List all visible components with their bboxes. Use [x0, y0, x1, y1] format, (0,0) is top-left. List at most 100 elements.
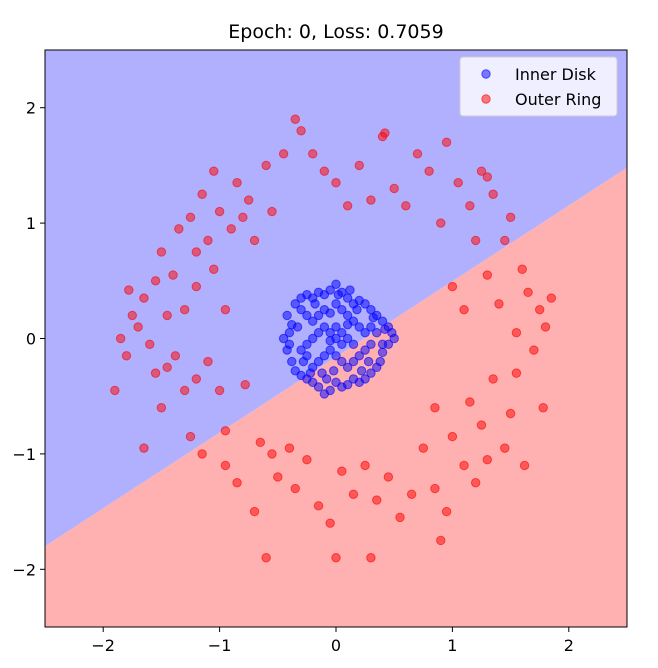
- data-point: [313, 501, 324, 511]
- data-point: [296, 126, 306, 136]
- data-point: [418, 443, 428, 453]
- x-tick-label: 1: [447, 636, 457, 655]
- data-point: [133, 322, 143, 332]
- data-point: [197, 189, 207, 199]
- data-point: [465, 201, 475, 211]
- data-point: [535, 304, 545, 315]
- data-point: [325, 518, 335, 528]
- chart-title: Epoch: 0, Loss: 0.7059: [228, 21, 443, 43]
- data-point: [267, 449, 277, 459]
- data-point: [290, 299, 300, 309]
- data-point: [354, 322, 364, 332]
- data-point: [115, 333, 126, 344]
- data-point: [308, 149, 318, 159]
- data-point: [470, 235, 481, 246]
- data-point: [197, 449, 207, 459]
- data-point: [220, 426, 231, 436]
- data-point: [232, 178, 242, 188]
- data-point: [302, 454, 312, 465]
- data-point: [406, 489, 417, 499]
- data-point: [290, 114, 300, 124]
- data-point: [310, 299, 320, 309]
- data-point: [185, 212, 196, 223]
- data-point: [220, 304, 231, 315]
- data-point: [424, 166, 434, 176]
- data-point: [244, 195, 254, 205]
- data-point: [377, 339, 388, 349]
- data-point: [366, 553, 376, 563]
- data-point: [389, 183, 399, 194]
- x-axis: −2 −1 0 1 2: [91, 627, 574, 655]
- data-point: [302, 310, 312, 321]
- x-tick-label: 2: [564, 636, 574, 655]
- data-point: [298, 356, 309, 367]
- data-point: [348, 339, 359, 349]
- data-point: [354, 351, 364, 361]
- data-point: [337, 304, 347, 315]
- data-point: [162, 362, 172, 373]
- data-point: [337, 328, 347, 338]
- data-point: [372, 328, 382, 338]
- region-outer: [45, 167, 627, 627]
- data-point: [278, 333, 289, 344]
- data-point: [342, 362, 353, 373]
- data-point: [436, 535, 446, 546]
- data-point: [441, 137, 452, 148]
- data-point: [325, 285, 335, 295]
- data-point: [226, 224, 236, 234]
- data-point: [523, 287, 533, 298]
- data-points: [110, 114, 557, 563]
- data-point: [110, 385, 120, 396]
- data-point: [179, 385, 190, 396]
- data-point: [284, 339, 295, 349]
- data-point: [366, 322, 376, 332]
- data-point: [325, 336, 335, 346]
- data-point: [459, 460, 469, 471]
- legend-marker: [481, 94, 491, 104]
- data-point: [517, 264, 527, 274]
- data-point: [331, 178, 341, 188]
- data-point: [214, 206, 225, 217]
- data-point: [470, 478, 481, 488]
- data-point: [476, 166, 487, 176]
- data-point: [356, 366, 367, 376]
- data-point: [360, 328, 370, 338]
- data-point: [162, 310, 172, 321]
- x-tick-label: −2: [91, 636, 115, 655]
- data-point: [383, 472, 394, 482]
- data-point: [342, 333, 353, 344]
- data-point: [430, 483, 440, 494]
- data-point: [313, 310, 324, 321]
- data-point: [500, 443, 510, 453]
- data-point: [494, 299, 504, 309]
- data-point: [232, 478, 242, 488]
- data-point: [209, 264, 219, 274]
- data-point: [290, 366, 300, 376]
- data-point: [319, 351, 330, 361]
- data-point: [282, 310, 292, 321]
- data-point: [179, 304, 190, 315]
- data-point: [342, 201, 353, 211]
- data-point: [447, 431, 458, 442]
- data-point: [220, 460, 231, 471]
- data-point: [191, 247, 202, 257]
- data-point: [436, 218, 446, 228]
- data-point: [170, 351, 181, 361]
- data-point: [139, 293, 149, 303]
- data-point: [441, 506, 452, 517]
- data-point: [352, 304, 362, 315]
- data-point: [319, 322, 330, 332]
- x-tick-label: −1: [208, 636, 232, 655]
- data-point: [267, 206, 277, 217]
- data-point: [325, 345, 335, 355]
- data-point: [185, 431, 196, 442]
- data-point: [296, 345, 306, 355]
- y-tick-label: −2: [12, 560, 36, 579]
- data-point: [348, 356, 359, 367]
- data-point: [150, 368, 161, 378]
- data-point: [249, 235, 260, 246]
- data-point: [331, 322, 341, 332]
- data-point: [354, 160, 364, 171]
- data-point: [290, 483, 300, 494]
